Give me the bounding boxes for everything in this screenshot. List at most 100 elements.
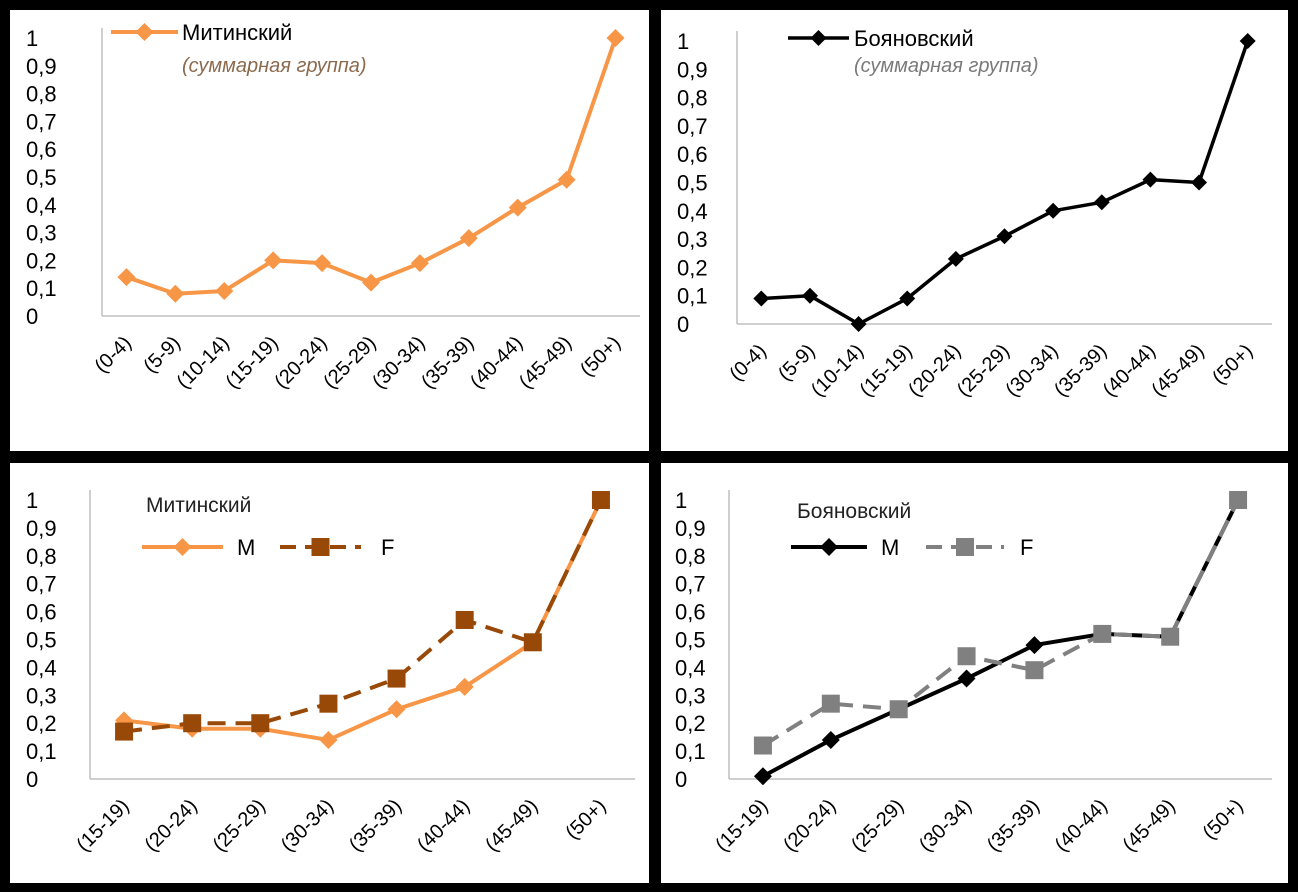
x-tick-label: (45-49) (515, 332, 576, 393)
y-tick-label: 0,8 (26, 82, 57, 107)
data-point-marker (410, 254, 429, 273)
data-point-marker (1093, 624, 1112, 643)
x-tick-label: (25-29) (209, 795, 270, 856)
data-point-marker (1025, 636, 1044, 655)
series-secondary (753, 491, 1248, 755)
y-tick-label: 0,9 (26, 516, 57, 541)
x-tick-label: (30-34) (1002, 340, 1063, 401)
data-point-marker (319, 694, 338, 713)
data-point-marker (850, 316, 867, 332)
data-point-marker (557, 170, 576, 189)
legend-swatch-marker (135, 23, 154, 41)
legend-swatch-marker (956, 538, 974, 556)
y-tick-label: 0,7 (26, 572, 57, 597)
data-point-marker (387, 669, 406, 688)
chart-panel-mitinsky-total: 0 0,1 0,2 0,3 0,4 0,5 0,6 0,7 0,8 0,9 1 (0-4) (5-9)(… (10, 10, 649, 451)
x-tick-label: (45-49) (1147, 340, 1208, 401)
data-point-marker (115, 711, 134, 730)
y-tick-labels: 00,10,20,30,40,50,60,70,80,91 (675, 488, 706, 792)
x-tick-label: (15-19) (222, 332, 283, 393)
data-point-marker (1229, 491, 1248, 509)
y-tick-label: 0,4 (677, 199, 708, 224)
data-point-marker (753, 290, 770, 307)
y-tick-label: 0 (26, 767, 38, 792)
x-tick-label: (35-39) (345, 795, 406, 856)
chart-legend: Бояновский (суммарная группа) (788, 26, 1039, 77)
x-tick-label: (25-29) (319, 332, 380, 393)
legend-label: M (237, 535, 255, 560)
y-tick-label: 0 (677, 312, 689, 337)
y-tick-label: 0,9 (677, 57, 708, 82)
data-point-marker (508, 198, 527, 217)
x-tick-label: (40-44) (1051, 795, 1112, 856)
x-tick-label: (15-19) (711, 795, 772, 856)
x-tick-label: (50+) (576, 332, 625, 381)
x-tick-label: (15-19) (856, 340, 917, 401)
legend-label: F (381, 535, 394, 560)
data-point-marker (1025, 661, 1044, 680)
data-point-marker (957, 669, 976, 688)
x-tick-label: (20-24) (270, 332, 331, 393)
y-tick-label: 0,9 (675, 516, 706, 541)
data-point-marker (183, 714, 202, 733)
data-point-marker (889, 700, 908, 719)
data-point-marker (523, 633, 542, 652)
y-tick-label: 0,5 (26, 165, 57, 190)
y-tick-label: 0 (26, 304, 38, 329)
legend-label: Митинский (182, 20, 292, 45)
y-tick-label: 1 (675, 488, 687, 513)
x-tick-label: (30-34) (368, 332, 429, 393)
x-tick-label: (40-44) (1099, 340, 1160, 401)
y-tick-label: 0,3 (675, 683, 706, 708)
y-tick-labels: 00,10,20,30,40,50,60,70,80,91 (26, 488, 57, 792)
x-tick-label: (25-29) (847, 795, 908, 856)
y-tick-label: 0,3 (26, 221, 57, 246)
y-tick-label: 0 (675, 767, 687, 792)
x-tick-label: (35-39) (1050, 340, 1111, 401)
series-line (123, 499, 603, 742)
legend-swatch-marker (820, 538, 838, 556)
chart-panel-boyanovsky-by-sex: 0 0,1 0,2 0,3 0,4 0,5 0,6 0,7 0,8 0,9 1 (15-19) (20-… (661, 463, 1288, 883)
x-tick-label: (40-44) (413, 795, 474, 856)
legend-label: Бояновский (854, 26, 974, 51)
legend-swatch-marker (810, 30, 827, 46)
y-tick-label: 0,5 (677, 171, 708, 196)
data-point-marker (1142, 171, 1159, 188)
x-tick-label: (25-29) (953, 340, 1014, 401)
series-primary (117, 29, 625, 303)
y-tick-label: 1 (26, 488, 38, 513)
y-tick-label: 0,6 (26, 137, 57, 162)
chart-mitinsky-by-sex: 0 0,1 0,2 0,3 0,40,5 0,6 0,7 0,8 0,9 1 (15-19) (20-… (26, 488, 635, 856)
x-tick-label: (10-14) (173, 332, 234, 393)
data-point-marker (319, 730, 338, 749)
y-tick-label: 0,9 (26, 54, 57, 79)
series-primary (115, 491, 610, 749)
x-tick-label: (40-44) (466, 332, 527, 393)
series-line (761, 40, 1250, 326)
data-point-marker (1239, 33, 1256, 49)
chart-legend: Митинский M F (142, 494, 394, 560)
data-point-marker (957, 647, 976, 666)
x-tick-label: (45-49) (1119, 795, 1180, 856)
chart-mitinsky-total: 00,10,20,30,40,50,60,70,80,91(0-4) (5-9)(… (26, 20, 640, 393)
x-tick-label: (0-4) (725, 340, 770, 385)
data-point-marker (215, 281, 234, 300)
y-tick-labels: 00,10,20,30,40,50,60,70,80,91 (26, 26, 57, 329)
data-point-marker (455, 610, 474, 629)
x-tick-labels: (15-19) (20-24) (25-29) (30-34) (35-39) (40-4… (711, 795, 1247, 856)
y-tick-label: 0,4 (675, 655, 706, 680)
data-point-marker (264, 251, 283, 270)
data-point-marker (387, 700, 406, 719)
y-tick-label: 0,8 (675, 544, 706, 569)
y-tick-label: 0,3 (26, 683, 57, 708)
data-point-marker (117, 268, 136, 287)
data-point-marker (1045, 202, 1062, 219)
legend-label: M (881, 535, 899, 560)
chart-panel-boyanovsky-total: 0 0,1 0,2 0,3 0,4 0,5 0,6 0,7 0,8 0,9 1 (0-4) (5-9)(… (661, 10, 1288, 451)
x-tick-label: (35-39) (983, 795, 1044, 856)
chart-title: Бояновский (797, 500, 911, 523)
y-tick-label: 0,2 (26, 711, 57, 736)
plot-axes (101, 28, 640, 317)
y-tick-label: 0,4 (26, 655, 57, 680)
y-tick-label: 1 (677, 29, 689, 54)
